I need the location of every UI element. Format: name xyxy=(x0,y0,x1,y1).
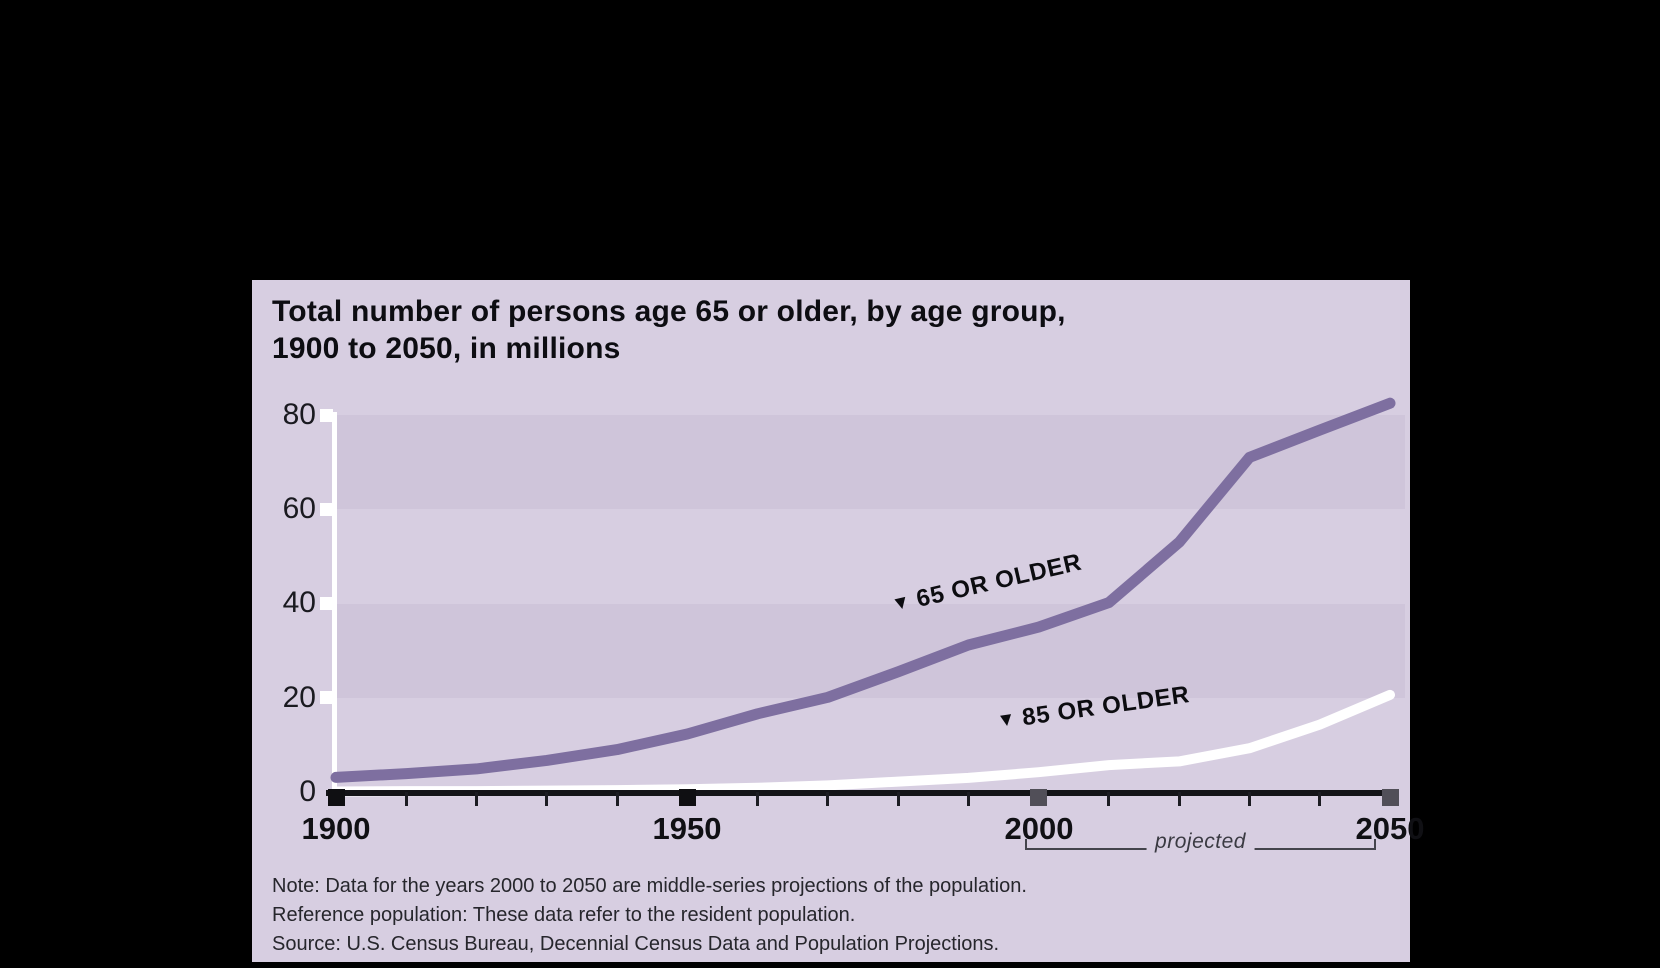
x-tick-mark-1950 xyxy=(678,789,696,806)
projected-label: projected xyxy=(1146,830,1255,854)
x-minor-tick-2020 xyxy=(1177,792,1181,806)
chart-title: Total number of persons age 65 or older,… xyxy=(272,293,1066,367)
x-tick-label-1950: 1950 xyxy=(652,811,722,846)
y-axis-ticks xyxy=(252,280,1410,962)
x-minor-tick-1980 xyxy=(896,792,900,806)
y-tick-label-80: 80 xyxy=(282,398,316,431)
x-tick-label-1900: 1900 xyxy=(301,811,371,846)
footnotes: Note: Data for the years 2000 to 2050 ar… xyxy=(272,872,1027,959)
reference-population-line: Reference population: These data refer t… xyxy=(272,904,856,926)
x-minor-tick-1910 xyxy=(404,792,408,806)
y-tick-mark-20 xyxy=(320,691,333,705)
x-minor-tick-2010 xyxy=(1107,792,1111,806)
x-tick-mark-2000 xyxy=(1030,789,1048,806)
x-tick-label-2000: 2000 xyxy=(1004,811,1074,846)
chart-title-line2: 1900 to 2050, in millions xyxy=(272,332,621,365)
x-axis-ticks xyxy=(252,280,1410,962)
y-tick-mark-60 xyxy=(320,502,333,516)
source-line: Source: U.S. Census Bureau, Decennial Ce… xyxy=(272,933,1000,955)
x-minor-tick-1990 xyxy=(966,792,970,806)
y-tick-label-20: 20 xyxy=(282,681,316,714)
x-tick-mark-2050 xyxy=(1381,789,1399,806)
plot-background-bands xyxy=(252,280,1410,962)
x-axis-line xyxy=(326,790,1398,796)
y-axis-line xyxy=(332,412,337,792)
x-tick-mark-1900 xyxy=(327,789,345,806)
grid-band-60-80 xyxy=(336,415,1405,510)
note-line: Note: Data for the years 2000 to 2050 ar… xyxy=(272,875,1027,897)
y-tick-label-60: 60 xyxy=(282,492,316,525)
y-tick-label-0: 0 xyxy=(299,775,316,808)
x-minor-tick-1940 xyxy=(615,792,619,806)
x-minor-tick-1930 xyxy=(545,792,549,806)
x-minor-tick-2030 xyxy=(1247,792,1251,806)
chart-title-line1: Total number of persons age 65 or older,… xyxy=(272,295,1066,328)
y-tick-mark-80 xyxy=(320,408,333,422)
y-tick-label-40: 40 xyxy=(282,586,316,619)
x-minor-tick-2040 xyxy=(1318,792,1322,806)
x-tick-label-2050: 2050 xyxy=(1355,811,1425,846)
x-minor-tick-1970 xyxy=(826,792,830,806)
chart-panel: Total number of persons age 65 or older,… xyxy=(252,280,1424,962)
x-minor-tick-1920 xyxy=(475,792,479,806)
x-minor-tick-1960 xyxy=(756,792,760,806)
projected-range-bracket: projected xyxy=(1025,830,1376,854)
line-65-or-older xyxy=(330,397,1396,783)
y-tick-mark-40 xyxy=(320,597,333,610)
